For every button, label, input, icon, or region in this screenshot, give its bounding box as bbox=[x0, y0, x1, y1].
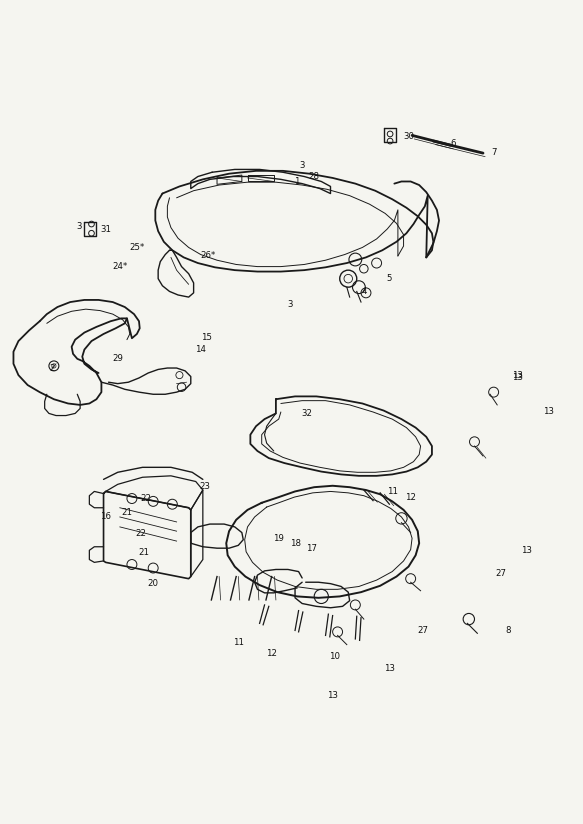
Text: 26*: 26* bbox=[200, 251, 216, 260]
Text: 19: 19 bbox=[273, 534, 284, 543]
Text: 11: 11 bbox=[233, 638, 244, 647]
Text: 16: 16 bbox=[100, 513, 111, 522]
Text: 21: 21 bbox=[139, 548, 149, 557]
Text: 20: 20 bbox=[147, 579, 159, 588]
Text: 13: 13 bbox=[384, 664, 395, 673]
Text: 25*: 25* bbox=[129, 243, 145, 252]
Text: 12: 12 bbox=[405, 493, 416, 502]
Text: 13: 13 bbox=[521, 545, 532, 555]
Text: 32: 32 bbox=[301, 409, 312, 418]
Text: 7: 7 bbox=[491, 147, 496, 157]
Text: 3: 3 bbox=[287, 300, 293, 309]
Text: 27: 27 bbox=[417, 626, 429, 635]
Text: 4: 4 bbox=[361, 287, 367, 296]
Text: 17: 17 bbox=[306, 544, 317, 553]
Text: 6: 6 bbox=[451, 139, 456, 148]
Text: 27: 27 bbox=[495, 569, 506, 578]
Text: 10: 10 bbox=[329, 653, 339, 661]
Text: 28: 28 bbox=[308, 172, 319, 181]
Text: 2: 2 bbox=[49, 363, 55, 372]
Text: 1: 1 bbox=[294, 177, 300, 186]
Text: 3: 3 bbox=[76, 222, 82, 231]
Text: 23: 23 bbox=[199, 482, 210, 491]
Text: 8: 8 bbox=[505, 626, 511, 635]
Text: 13: 13 bbox=[327, 691, 338, 700]
Text: 22: 22 bbox=[136, 530, 147, 539]
Text: 29: 29 bbox=[113, 354, 123, 363]
Text: 22: 22 bbox=[141, 494, 152, 503]
Text: 11: 11 bbox=[387, 487, 398, 496]
Text: 21: 21 bbox=[121, 508, 132, 517]
Text: 13: 13 bbox=[511, 371, 522, 380]
Text: 18: 18 bbox=[290, 539, 301, 548]
Text: 31: 31 bbox=[100, 224, 111, 233]
Text: 3: 3 bbox=[300, 161, 305, 170]
Text: 5: 5 bbox=[387, 274, 392, 283]
Text: 13: 13 bbox=[511, 373, 522, 382]
Text: 30: 30 bbox=[403, 133, 414, 141]
Text: 13: 13 bbox=[543, 408, 554, 416]
Text: 15: 15 bbox=[201, 333, 212, 342]
Text: 24*: 24* bbox=[113, 262, 128, 271]
Text: 14: 14 bbox=[195, 345, 206, 354]
Text: 12: 12 bbox=[266, 648, 277, 658]
